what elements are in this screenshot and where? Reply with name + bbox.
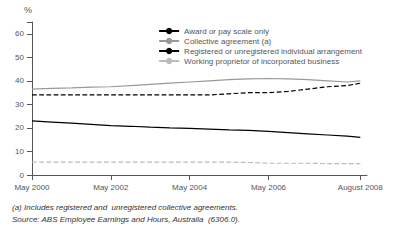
svg-text:May 2002: May 2002 xyxy=(93,183,129,192)
svg-text:10: 10 xyxy=(15,147,24,156)
svg-text:Collective agreement (a): Collective agreement (a) xyxy=(184,37,271,46)
svg-text:(a) Includes registered and u: (a) Includes registered and unregistered… xyxy=(12,203,238,212)
svg-text:50: 50 xyxy=(15,53,24,62)
svg-text:May 2004: May 2004 xyxy=(172,183,208,192)
svg-text:%: % xyxy=(24,5,32,15)
svg-text:30: 30 xyxy=(15,100,24,109)
svg-text:May 2000: May 2000 xyxy=(14,183,50,192)
svg-text:August 2008: August 2008 xyxy=(338,183,383,192)
svg-text:0: 0 xyxy=(20,171,25,180)
svg-text:May 2006: May 2006 xyxy=(251,183,287,192)
svg-text:Award or pay scale only: Award or pay scale only xyxy=(184,27,269,36)
svg-text:Working proprietor of incorpor: Working proprietor of incorporated busin… xyxy=(184,57,339,66)
svg-text:Registered or unregistered ind: Registered or unregistered individual ar… xyxy=(184,47,363,56)
svg-text:60: 60 xyxy=(15,29,24,38)
svg-text:20: 20 xyxy=(15,123,24,132)
svg-text:40: 40 xyxy=(15,76,24,85)
svg-text:Source: ABS Employee Earnings: Source: ABS Employee Earnings and Hours,… xyxy=(12,215,240,224)
